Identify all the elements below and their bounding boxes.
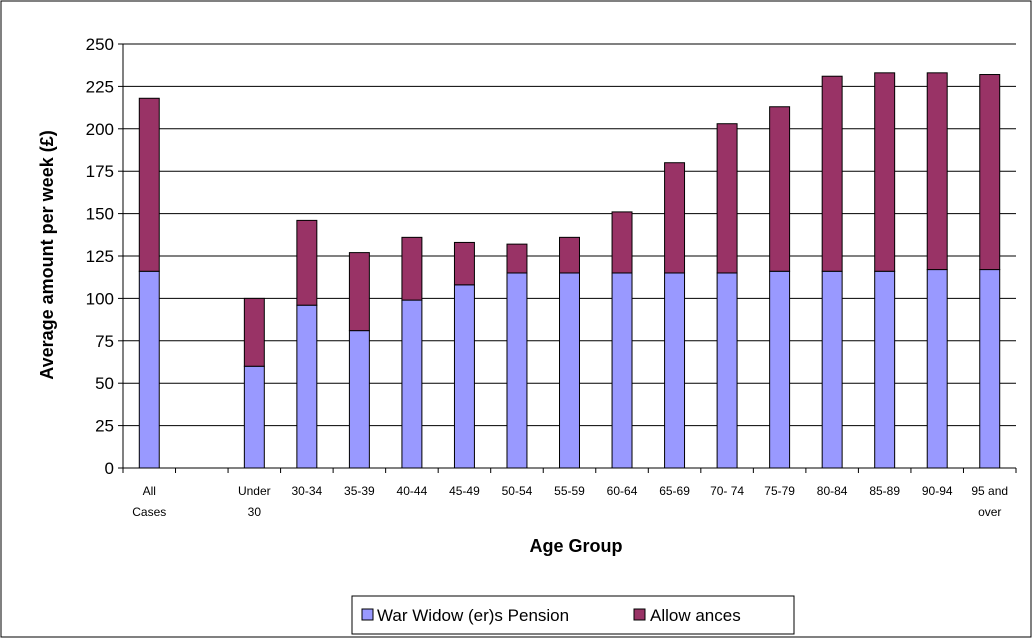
x-axis-title: Age Group: [530, 536, 623, 556]
x-tick-label: 30-34: [292, 484, 323, 498]
bar-segment-pension-9: [611, 272, 633, 469]
legend-label-allowances: Allow ances: [650, 606, 741, 625]
x-tick-label: 40-44: [397, 484, 428, 498]
x-tick-label: 60-64: [607, 484, 638, 498]
bar-segment-pension-2: [243, 365, 265, 469]
y-tick-label: 175: [86, 162, 114, 181]
bar-segment-allowances-16: [979, 74, 1001, 271]
y-tick-labels: 0 25 50 75 100 125 150 175 200 225 250: [86, 35, 114, 478]
y-tick-label: 225: [86, 77, 114, 96]
y-tick-label: 75: [95, 332, 114, 351]
bar-segment-allowances-2: [243, 297, 265, 367]
bar-segment-allowances-11: [716, 123, 738, 274]
bar-segment-allowances-0: [138, 97, 160, 272]
bar-segment-allowances-12: [769, 106, 791, 272]
bar-segment-pension-6: [453, 284, 475, 469]
x-tick-label: 35-39: [344, 484, 375, 498]
x-tick-label: 90-94: [922, 484, 953, 498]
x-tick-label: All: [143, 484, 156, 498]
legend-label-pension: War Widow (er)s Pension: [377, 606, 569, 625]
bar-segment-pension-7: [506, 272, 528, 469]
y-axis-title: Average amount per week (£): [37, 130, 57, 379]
bar-segment-pension-15: [926, 269, 948, 469]
bar-segment-allowances-14: [874, 72, 896, 272]
bar-segment-allowances-4: [348, 252, 370, 332]
x-tick-label: 65-69: [659, 484, 690, 498]
x-tick-label: 95 and: [971, 484, 1008, 498]
x-tick-label: 30: [248, 505, 262, 519]
x-tick-label: over: [978, 505, 1001, 519]
bar-segment-pension-14: [874, 270, 896, 469]
axes: [118, 43, 1017, 473]
legend-swatch-allowances: [633, 608, 646, 621]
bar-segment-allowances-10: [664, 162, 686, 274]
y-tick-label: 200: [86, 120, 114, 139]
legend: War Widow (er)s Pension Allow ances: [351, 595, 795, 635]
bar-segment-allowances-9: [611, 211, 633, 274]
bar-segment-pension-0: [138, 270, 160, 469]
y-tick-label: 50: [95, 374, 114, 393]
y-tick-label: 100: [86, 289, 114, 308]
bar-segment-pension-16: [979, 269, 1001, 469]
bar-segment-pension-13: [821, 270, 843, 469]
x-tick-label: 80-84: [817, 484, 848, 498]
x-tick-label: 50-54: [502, 484, 533, 498]
bar-segment-pension-12: [769, 270, 791, 469]
x-tick-label: 75-79: [764, 484, 795, 498]
x-tick-labels: All Cases Under 30 30-34 35-39 40-44 45-49 50-54…: [132, 484, 1008, 519]
bar-segment-pension-8: [559, 272, 580, 469]
bar-segment-allowances-13: [821, 75, 843, 272]
y-tick-label: 25: [95, 417, 114, 436]
bar-segment-allowances-7: [506, 243, 528, 274]
x-tick-label: 55-59: [554, 484, 585, 498]
bar-segment-allowances-15: [926, 72, 948, 271]
bar-segment-allowances-5: [401, 236, 423, 301]
bar-segment-allowances-3: [296, 219, 318, 306]
y-tick-label: 125: [86, 247, 114, 266]
y-tick-label: 250: [86, 35, 114, 54]
bar-segment-pension-4: [348, 330, 370, 469]
bar-segment-pension-11: [716, 272, 738, 469]
bar-segment-pension-10: [664, 272, 686, 469]
legend-swatch-pension: [361, 608, 374, 621]
bar-segment-allowances-6: [453, 241, 475, 286]
y-tick-label: 0: [105, 459, 114, 478]
bars: [138, 72, 1001, 469]
x-tick-label: 70- 74: [710, 484, 744, 498]
x-tick-label: 45-49: [449, 484, 480, 498]
x-tick-label: 85-89: [869, 484, 900, 498]
bar-segment-allowances-8: [559, 236, 580, 274]
bar-segment-pension-5: [401, 299, 423, 469]
legend-box: [351, 595, 795, 635]
y-tick-label: 150: [86, 205, 114, 224]
x-tick-label: Cases: [132, 505, 166, 519]
gridlines: [123, 43, 1016, 427]
bar-segment-pension-3: [296, 304, 318, 469]
x-tick-label: Under: [238, 484, 271, 498]
